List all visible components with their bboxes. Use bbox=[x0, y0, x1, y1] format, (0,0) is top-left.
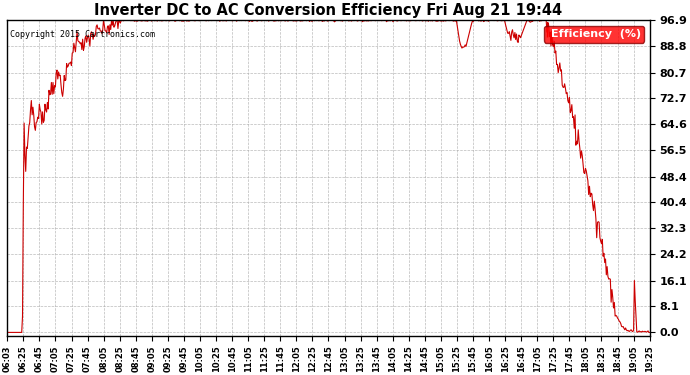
Legend: Efficiency  (%): Efficiency (%) bbox=[544, 26, 644, 42]
Text: Copyright 2015 Cartronics.com: Copyright 2015 Cartronics.com bbox=[10, 30, 155, 39]
Title: Inverter DC to AC Conversion Efficiency Fri Aug 21 19:44: Inverter DC to AC Conversion Efficiency … bbox=[95, 3, 562, 18]
